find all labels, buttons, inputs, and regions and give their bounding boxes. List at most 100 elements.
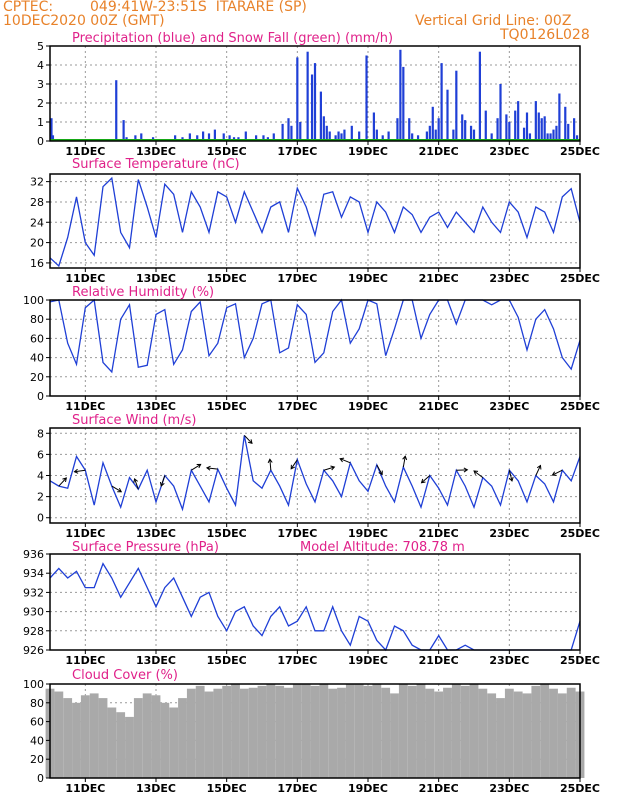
- precip-bar: [244, 131, 247, 141]
- precip-bar: [540, 118, 543, 141]
- wind-xtick-label: 25DEC: [560, 527, 600, 540]
- cloud-bar: [160, 702, 170, 778]
- precip-ytick-label: 5: [37, 40, 44, 53]
- cloud-bar: [186, 688, 196, 778]
- precip-bar: [372, 112, 375, 141]
- pressure-ytick-label: 934: [23, 567, 44, 580]
- precip-bar: [490, 133, 493, 141]
- precip-bar: [549, 133, 552, 141]
- precip-bar: [375, 129, 378, 141]
- precip-bar: [213, 129, 216, 141]
- humidity-xtick-label: 21DEC: [419, 400, 459, 413]
- wind-xtick-label: 15DEC: [207, 527, 247, 540]
- cloud-xtick-label: 11DEC: [65, 782, 105, 795]
- cloud-bar: [549, 688, 558, 778]
- wind-arrow-head: [536, 464, 542, 470]
- precip-bar: [399, 49, 402, 141]
- precip-bar: [296, 57, 299, 141]
- cloud-bar: [98, 698, 108, 778]
- precip-bar: [402, 66, 405, 141]
- precip-bar: [322, 116, 325, 141]
- wind-arrow-head: [463, 467, 469, 473]
- cloud-xtick-label: 25DEC: [560, 782, 600, 795]
- cloud-ytick-label: 60: [30, 716, 44, 729]
- humidity-line: [49, 298, 581, 374]
- cloud-bar: [72, 702, 81, 778]
- precip-bar: [381, 135, 384, 141]
- wind-arrow-head: [62, 477, 67, 483]
- precip-bar: [575, 135, 579, 141]
- precip-bar: [337, 131, 340, 141]
- cloud-bar: [381, 687, 391, 778]
- header-run: 10DEC2020 00Z (GMT): [3, 13, 165, 29]
- precip-bar: [452, 129, 455, 141]
- wind-arrow-head: [339, 457, 345, 463]
- precip-ytick-label: 1: [37, 116, 44, 129]
- cloud-bar: [354, 684, 364, 778]
- precip-bar: [350, 125, 353, 141]
- pressure-title: Surface Pressure (hPa): [72, 540, 219, 555]
- cloud-bar: [142, 693, 152, 778]
- temperature-frame: [49, 173, 581, 269]
- cloud-bar: [319, 684, 329, 778]
- precip-bar: [115, 80, 118, 141]
- cloud-ytick-label: 100: [23, 678, 44, 691]
- precip-bar: [287, 118, 290, 141]
- cloud-bar: [434, 691, 444, 778]
- precip-bar: [555, 125, 558, 141]
- cloud-bar: [522, 693, 532, 778]
- temperature-title: Surface Temperature (nC): [72, 157, 240, 172]
- wind-arrow: [206, 467, 218, 470]
- precip-bar: [290, 125, 293, 141]
- precip-ytick-label: 4: [37, 59, 44, 72]
- pressure-frame: [49, 553, 581, 651]
- wind-arrow-head: [551, 471, 557, 476]
- wind-arrow-head: [508, 476, 514, 482]
- humidity-xtick-label: 17DEC: [277, 400, 317, 413]
- cloud-bar: [204, 691, 214, 778]
- cloud-bar: [496, 698, 505, 778]
- precip-bar: [517, 101, 520, 141]
- pressure-xtick-label: 19DEC: [348, 654, 388, 667]
- precip-xtick-label: 19DEC: [348, 145, 388, 158]
- precip-bar: [434, 129, 437, 141]
- cloud-ytick-label: 80: [30, 697, 44, 710]
- wind-arrow: [323, 466, 335, 471]
- precip-bar: [469, 125, 473, 141]
- precip-bar: [464, 120, 467, 141]
- cloud-frame: [49, 683, 581, 779]
- cloud-bar: [310, 685, 320, 778]
- precip-xtick-label: 17DEC: [277, 145, 317, 158]
- precip-bar: [365, 55, 368, 141]
- wind-arrow: [421, 475, 431, 484]
- precip-bar: [408, 118, 411, 141]
- humidity-ytick-label: 20: [30, 371, 44, 384]
- humidity-ytick-label: 100: [23, 294, 44, 307]
- precip-bar: [50, 118, 53, 141]
- cloud-bar: [292, 684, 302, 778]
- cloud-bar: [328, 688, 338, 778]
- temperature-ytick-label: 24: [30, 216, 44, 229]
- precip-bar: [425, 131, 428, 141]
- precip-bar: [573, 118, 576, 141]
- wind-arrow: [243, 435, 253, 444]
- wind-xtick-label: 11DEC: [65, 527, 105, 540]
- precip-bar: [543, 116, 546, 141]
- wind-arrow: [376, 464, 383, 475]
- humidity-xtick-label: 15DEC: [207, 400, 247, 413]
- cloud-bar: [239, 688, 249, 778]
- precip-bar: [122, 120, 125, 141]
- precip-bar: [455, 70, 458, 141]
- wind-ytick-label: 8: [37, 427, 44, 440]
- cloud-bar: [125, 716, 134, 778]
- precip-xtick-label: 11DEC: [65, 145, 105, 158]
- wind-arrow-head: [420, 478, 426, 484]
- precip-bar: [552, 129, 555, 141]
- cloud-bar: [54, 691, 64, 778]
- cloud-bar: [460, 685, 470, 778]
- precip-bar: [328, 131, 331, 141]
- wind-arrow: [473, 470, 484, 479]
- humidity-ytick-label: 80: [30, 313, 44, 326]
- wind-arrow-head: [205, 465, 211, 471]
